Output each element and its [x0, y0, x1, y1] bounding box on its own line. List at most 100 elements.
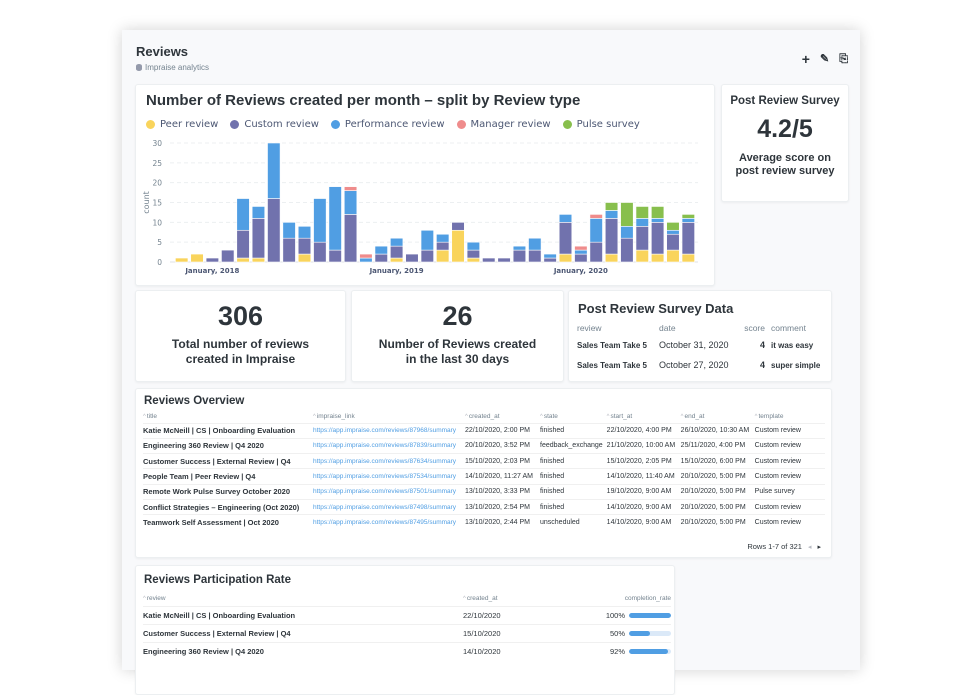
prev-page-icon[interactable]: ◂: [807, 543, 812, 551]
bar-segment[interactable]: [681, 222, 695, 255]
cell-link[interactable]: https://app.impraise.com/reviews/87498/s…: [313, 498, 465, 515]
bar-segment[interactable]: [466, 257, 480, 263]
bar-segment[interactable]: [297, 253, 312, 263]
bar-segment[interactable]: [620, 226, 634, 239]
reviews-per-month-card[interactable]: Number of Reviews created per month – sp…: [135, 84, 715, 286]
column-header-created-at[interactable]: ^created_at: [465, 411, 540, 423]
bar-segment[interactable]: [666, 222, 680, 231]
bar-segment[interactable]: [497, 257, 511, 263]
bar-segment[interactable]: [651, 253, 665, 263]
bar-segment[interactable]: [359, 257, 373, 263]
column-header-review[interactable]: ^review: [143, 592, 463, 606]
table-row[interactable]: Engineering 360 Review | Q4 2020 https://…: [143, 437, 825, 454]
bar-segment[interactable]: [451, 229, 465, 263]
bar-segment[interactable]: [651, 206, 665, 219]
bar-segment[interactable]: [451, 222, 465, 231]
bar-segment[interactable]: [251, 257, 266, 263]
bar-segment[interactable]: [297, 237, 312, 255]
bar-segment[interactable]: [681, 214, 695, 219]
table-row[interactable]: Customer Success | External Review | Q4 1…: [143, 623, 671, 642]
column-header-impraise-link[interactable]: ^impraise_link: [313, 411, 465, 423]
bar-segment[interactable]: [482, 257, 496, 263]
bar-segment[interactable]: [267, 198, 281, 263]
bar-segment[interactable]: [666, 229, 680, 235]
bar-segment[interactable]: [236, 229, 250, 259]
bar-segment[interactable]: [297, 226, 312, 239]
table-row[interactable]: Sales Team Take 5 October 31, 2020 4 it …: [577, 335, 827, 355]
bar-segment[interactable]: [528, 249, 542, 263]
cell-link[interactable]: https://app.impraise.com/reviews/87634/s…: [313, 453, 465, 469]
column-header-start-at[interactable]: ^start_at: [607, 411, 681, 423]
bar-segment[interactable]: [359, 253, 373, 259]
bar-segment[interactable]: [436, 241, 450, 251]
bar-segment[interactable]: [574, 245, 588, 251]
bar-segment[interactable]: [205, 257, 219, 263]
bar-segment[interactable]: [251, 206, 266, 219]
bar-segment[interactable]: [390, 245, 404, 259]
table-row[interactable]: Customer Success | External Review | Q4 h…: [143, 453, 825, 469]
column-header-title[interactable]: ^title: [143, 411, 313, 423]
cell-link[interactable]: https://app.impraise.com/reviews/87968/s…: [313, 422, 465, 439]
table-row[interactable]: People Team | Peer Review | Q4 https://ap…: [143, 468, 825, 485]
bar-segment[interactable]: [190, 253, 204, 263]
bar-segment[interactable]: [651, 222, 665, 255]
bar-segment[interactable]: [512, 249, 527, 263]
bar-segment[interactable]: [635, 226, 649, 251]
legend-item-manager[interactable]: Manager review: [456, 119, 551, 130]
bar-segment[interactable]: [635, 249, 649, 263]
bar-segment[interactable]: [558, 222, 573, 255]
bar-segment[interactable]: [405, 253, 419, 263]
bar-segment[interactable]: [620, 202, 634, 227]
bar-segment[interactable]: [420, 229, 434, 251]
bar-segment[interactable]: [574, 249, 588, 255]
bar-segment[interactable]: [374, 245, 388, 255]
bar-segment[interactable]: [313, 198, 327, 243]
bar-segment[interactable]: [681, 253, 695, 263]
cell-link[interactable]: https://app.impraise.com/reviews/87495/s…: [313, 514, 465, 531]
reviews-overview-card[interactable]: Reviews Overview ^title ^impraise_link ^…: [135, 388, 832, 558]
bar-segment[interactable]: [466, 241, 480, 251]
bar-segment[interactable]: [390, 237, 404, 247]
bar-segment[interactable]: [604, 210, 619, 219]
bar-segment[interactable]: [512, 245, 527, 251]
bar-segment[interactable]: [236, 198, 250, 231]
bar-segment[interactable]: [282, 237, 296, 263]
bar-segment[interactable]: [251, 218, 266, 259]
bar-segment[interactable]: [589, 214, 603, 219]
column-header-state[interactable]: ^state: [540, 411, 607, 423]
bar-segment[interactable]: [175, 257, 189, 263]
bar-segment[interactable]: [436, 249, 450, 263]
bar-segment[interactable]: [543, 257, 557, 263]
bar-segment[interactable]: [666, 249, 680, 263]
legend-item-performance[interactable]: Performance review: [330, 119, 445, 130]
bar-segment[interactable]: [543, 253, 557, 259]
bar-segment[interactable]: [343, 214, 358, 263]
bar-segment[interactable]: [420, 249, 434, 263]
table-row[interactable]: Sales Team Take 5 October 27, 2020 4 sup…: [577, 355, 827, 375]
bar-segment[interactable]: [604, 202, 619, 211]
legend-item-peer[interactable]: Peer review: [146, 119, 218, 130]
table-row[interactable]: Engineering 360 Review | Q4 2020 14/10/20…: [143, 641, 671, 660]
bar-segment[interactable]: [343, 190, 358, 215]
bar-segment[interactable]: [328, 186, 342, 251]
table-row[interactable]: Remote Work Pulse Survey October 2020 htt…: [143, 483, 825, 500]
bar-segment[interactable]: [604, 218, 619, 255]
column-header-created-at[interactable]: ^created_at: [463, 592, 573, 606]
bar-segment[interactable]: [666, 233, 680, 251]
bar-segment[interactable]: [528, 237, 542, 251]
legend-item-pulse[interactable]: Pulse survey: [562, 119, 640, 130]
bar-segment[interactable]: [313, 241, 327, 263]
share-icon[interactable]: ⎘: [839, 53, 848, 65]
survey-data-card[interactable]: Post Review Survey Data review date scor…: [568, 290, 832, 382]
edit-icon[interactable]: ✎: [819, 53, 830, 65]
legend-item-custom[interactable]: Custom review: [230, 119, 319, 130]
table-row[interactable]: Conflict Strategies – Engineering (Oct 2…: [143, 498, 825, 515]
add-icon[interactable]: +: [801, 51, 810, 67]
next-page-icon[interactable]: ▸: [817, 543, 821, 551]
column-header-end-at[interactable]: ^end_at: [681, 411, 755, 423]
bar-segment[interactable]: [574, 253, 588, 263]
recent-reviews-card[interactable]: 26 Number of Reviews created in the last…: [351, 290, 564, 382]
bar-segment[interactable]: [236, 257, 250, 263]
bar-segment[interactable]: [604, 253, 619, 263]
bar-segment[interactable]: [635, 206, 649, 219]
